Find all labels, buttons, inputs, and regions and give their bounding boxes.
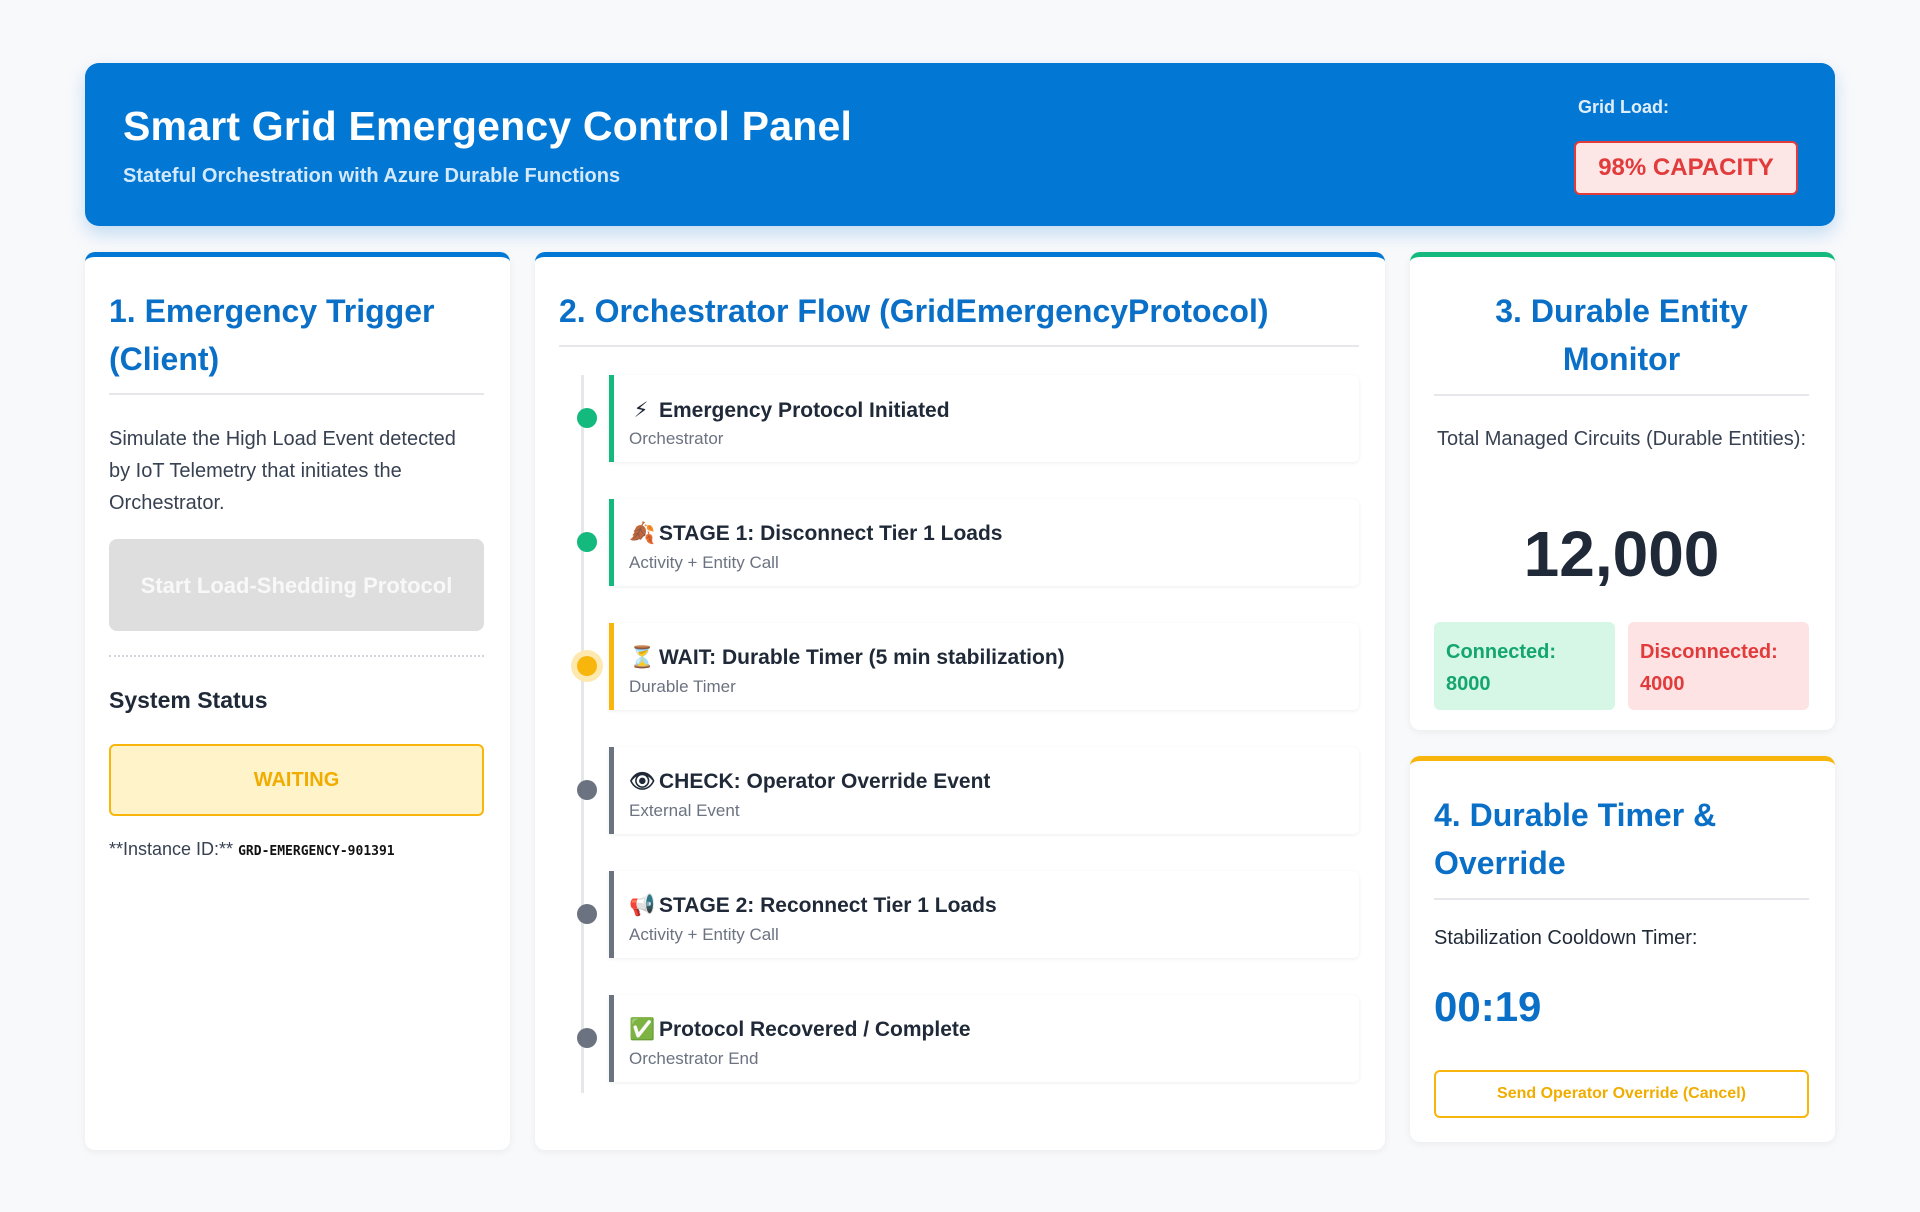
timer-value: 00:19 <box>1434 983 1542 1030</box>
connected-stat: Connected: 8000 <box>1434 622 1615 710</box>
step-title-text: Emergency Protocol Initiated <box>659 399 950 422</box>
step-status-bar <box>609 375 614 462</box>
emergency-trigger-card: 1. Emergency Trigger (Client) Simulate t… <box>85 252 510 1150</box>
step-status-bar <box>609 747 614 834</box>
grid-load-badge: 98% CAPACITY <box>1574 141 1798 195</box>
step-status-bar <box>609 623 614 710</box>
system-status-heading: System Status <box>109 687 268 713</box>
page-title: Smart Grid Emergency Control Panel <box>123 103 853 149</box>
step-title-text: Protocol Recovered / Complete <box>659 1018 971 1041</box>
orchestrator-step: ✅ Protocol Recovered / Complete Orchestrat… <box>609 995 1359 1082</box>
title-divider <box>1434 394 1809 396</box>
section-divider <box>109 655 484 657</box>
orchestrator-step: 📢 STAGE 2: Reconnect Tier 1 Loads Activity… <box>609 871 1359 958</box>
entity-monitor-card: 3. Durable Entity Monitor Total Managed … <box>1410 252 1835 730</box>
leaf-icon: 🍂 <box>629 522 656 545</box>
megaphone-icon: 📢 <box>629 894 656 917</box>
step-title: 📢 STAGE 2: Reconnect Tier 1 Loads <box>629 894 997 918</box>
timeline-dot <box>577 1028 597 1048</box>
status-badge: WAITING <box>109 744 484 816</box>
step-status-bar <box>609 499 614 586</box>
step-title-text: CHECK: Operator Override Event <box>659 770 991 793</box>
step-title-text: WAIT: Durable Timer (5 min stabilization… <box>659 646 1065 669</box>
step-subtitle: Orchestrator End <box>629 1049 759 1068</box>
page-subtitle: Stateful Orchestration with Azure Durabl… <box>123 165 621 187</box>
timeline-dot <box>577 904 597 924</box>
step-title: 🍂 STAGE 1: Disconnect Tier 1 Loads <box>629 522 1002 546</box>
grid-load-label: Grid Load: <box>1578 97 1669 117</box>
title-divider <box>1434 898 1809 900</box>
connected-label: Connected: <box>1446 641 1556 663</box>
timeline-dot <box>577 408 597 428</box>
timeline-line <box>581 375 584 1093</box>
instance-id-row: **Instance ID:** GRD-EMERGENCY-901391 <box>109 839 395 860</box>
step-subtitle: Durable Timer <box>629 677 736 696</box>
timer-label: Stabilization Cooldown Timer: <box>1434 927 1698 949</box>
hourglass-icon: ⏳ <box>629 646 656 669</box>
circuits-total: 12,000 <box>1523 518 1720 590</box>
orchestrator-flow-title: 2. Orchestrator Flow (GridEmergencyProto… <box>559 293 1269 329</box>
timeline-dot <box>577 780 597 800</box>
orchestrator-step: 🍂 STAGE 1: Disconnect Tier 1 Loads Activit… <box>609 499 1359 586</box>
step-subtitle: External Event <box>629 801 740 820</box>
circuits-label: Total Managed Circuits (Durable Entities… <box>1436 428 1807 450</box>
step-title-text: STAGE 2: Reconnect Tier 1 Loads <box>659 894 997 917</box>
step-title: ⚡ Emergency Protocol Initiated <box>629 398 950 423</box>
disconnected-value: 4000 <box>1640 673 1685 695</box>
start-load-shedding-button[interactable]: Start Load-Shedding Protocol <box>109 539 484 631</box>
step-subtitle: Activity + Entity Call <box>629 553 779 572</box>
operator-override-button[interactable]: Send Operator Override (Cancel) <box>1434 1070 1809 1118</box>
timeline-dot <box>577 532 597 552</box>
orchestrator-step: 👁 CHECK: Operator Override Event External … <box>609 747 1359 834</box>
instance-id-label: **Instance ID:** <box>109 839 234 859</box>
step-title-text: STAGE 1: Disconnect Tier 1 Loads <box>659 522 1003 545</box>
step-title: ✅ Protocol Recovered / Complete <box>629 1018 971 1042</box>
orchestrator-step: ⚡ Emergency Protocol Initiated Orchestrato… <box>609 375 1359 462</box>
emergency-trigger-title: 1. Emergency Trigger (Client) <box>109 293 435 377</box>
disconnected-stat: Disconnected: 4000 <box>1628 622 1809 710</box>
disconnected-label: Disconnected: <box>1640 641 1778 663</box>
title-divider <box>109 393 484 395</box>
step-title: ⏳ WAIT: Durable Timer (5 min stabilizatio… <box>629 646 1065 670</box>
entity-monitor-title: 3. Durable Entity Monitor <box>1495 293 1748 377</box>
timeline-dot <box>577 656 597 676</box>
connected-value: 8000 <box>1446 673 1491 695</box>
header-banner: Smart Grid Emergency Control Panel State… <box>85 63 1835 226</box>
timer-override-card: 4. Durable Timer & Override Stabilizatio… <box>1410 756 1835 1142</box>
checkmark-icon: ✅ <box>629 1018 656 1041</box>
timer-override-title: 4. Durable Timer & Override <box>1434 797 1717 881</box>
title-divider <box>559 345 1359 347</box>
orchestrator-step: ⏳ WAIT: Durable Timer (5 min stabilizatio… <box>609 623 1359 710</box>
lightning-icon: ⚡ <box>633 399 649 422</box>
step-status-bar <box>609 995 614 1082</box>
step-subtitle: Activity + Entity Call <box>629 925 779 944</box>
trigger-description: Simulate the High Load Event detected by… <box>109 428 456 514</box>
step-subtitle: Orchestrator <box>629 429 724 448</box>
orchestrator-flow-card: 2. Orchestrator Flow (GridEmergencyProto… <box>535 252 1385 1150</box>
instance-id-value: GRD-EMERGENCY-901391 <box>238 844 395 859</box>
step-status-bar <box>609 871 614 958</box>
step-title: 👁 CHECK: Operator Override Event <box>629 770 990 794</box>
eye-icon: 👁 <box>629 770 656 793</box>
